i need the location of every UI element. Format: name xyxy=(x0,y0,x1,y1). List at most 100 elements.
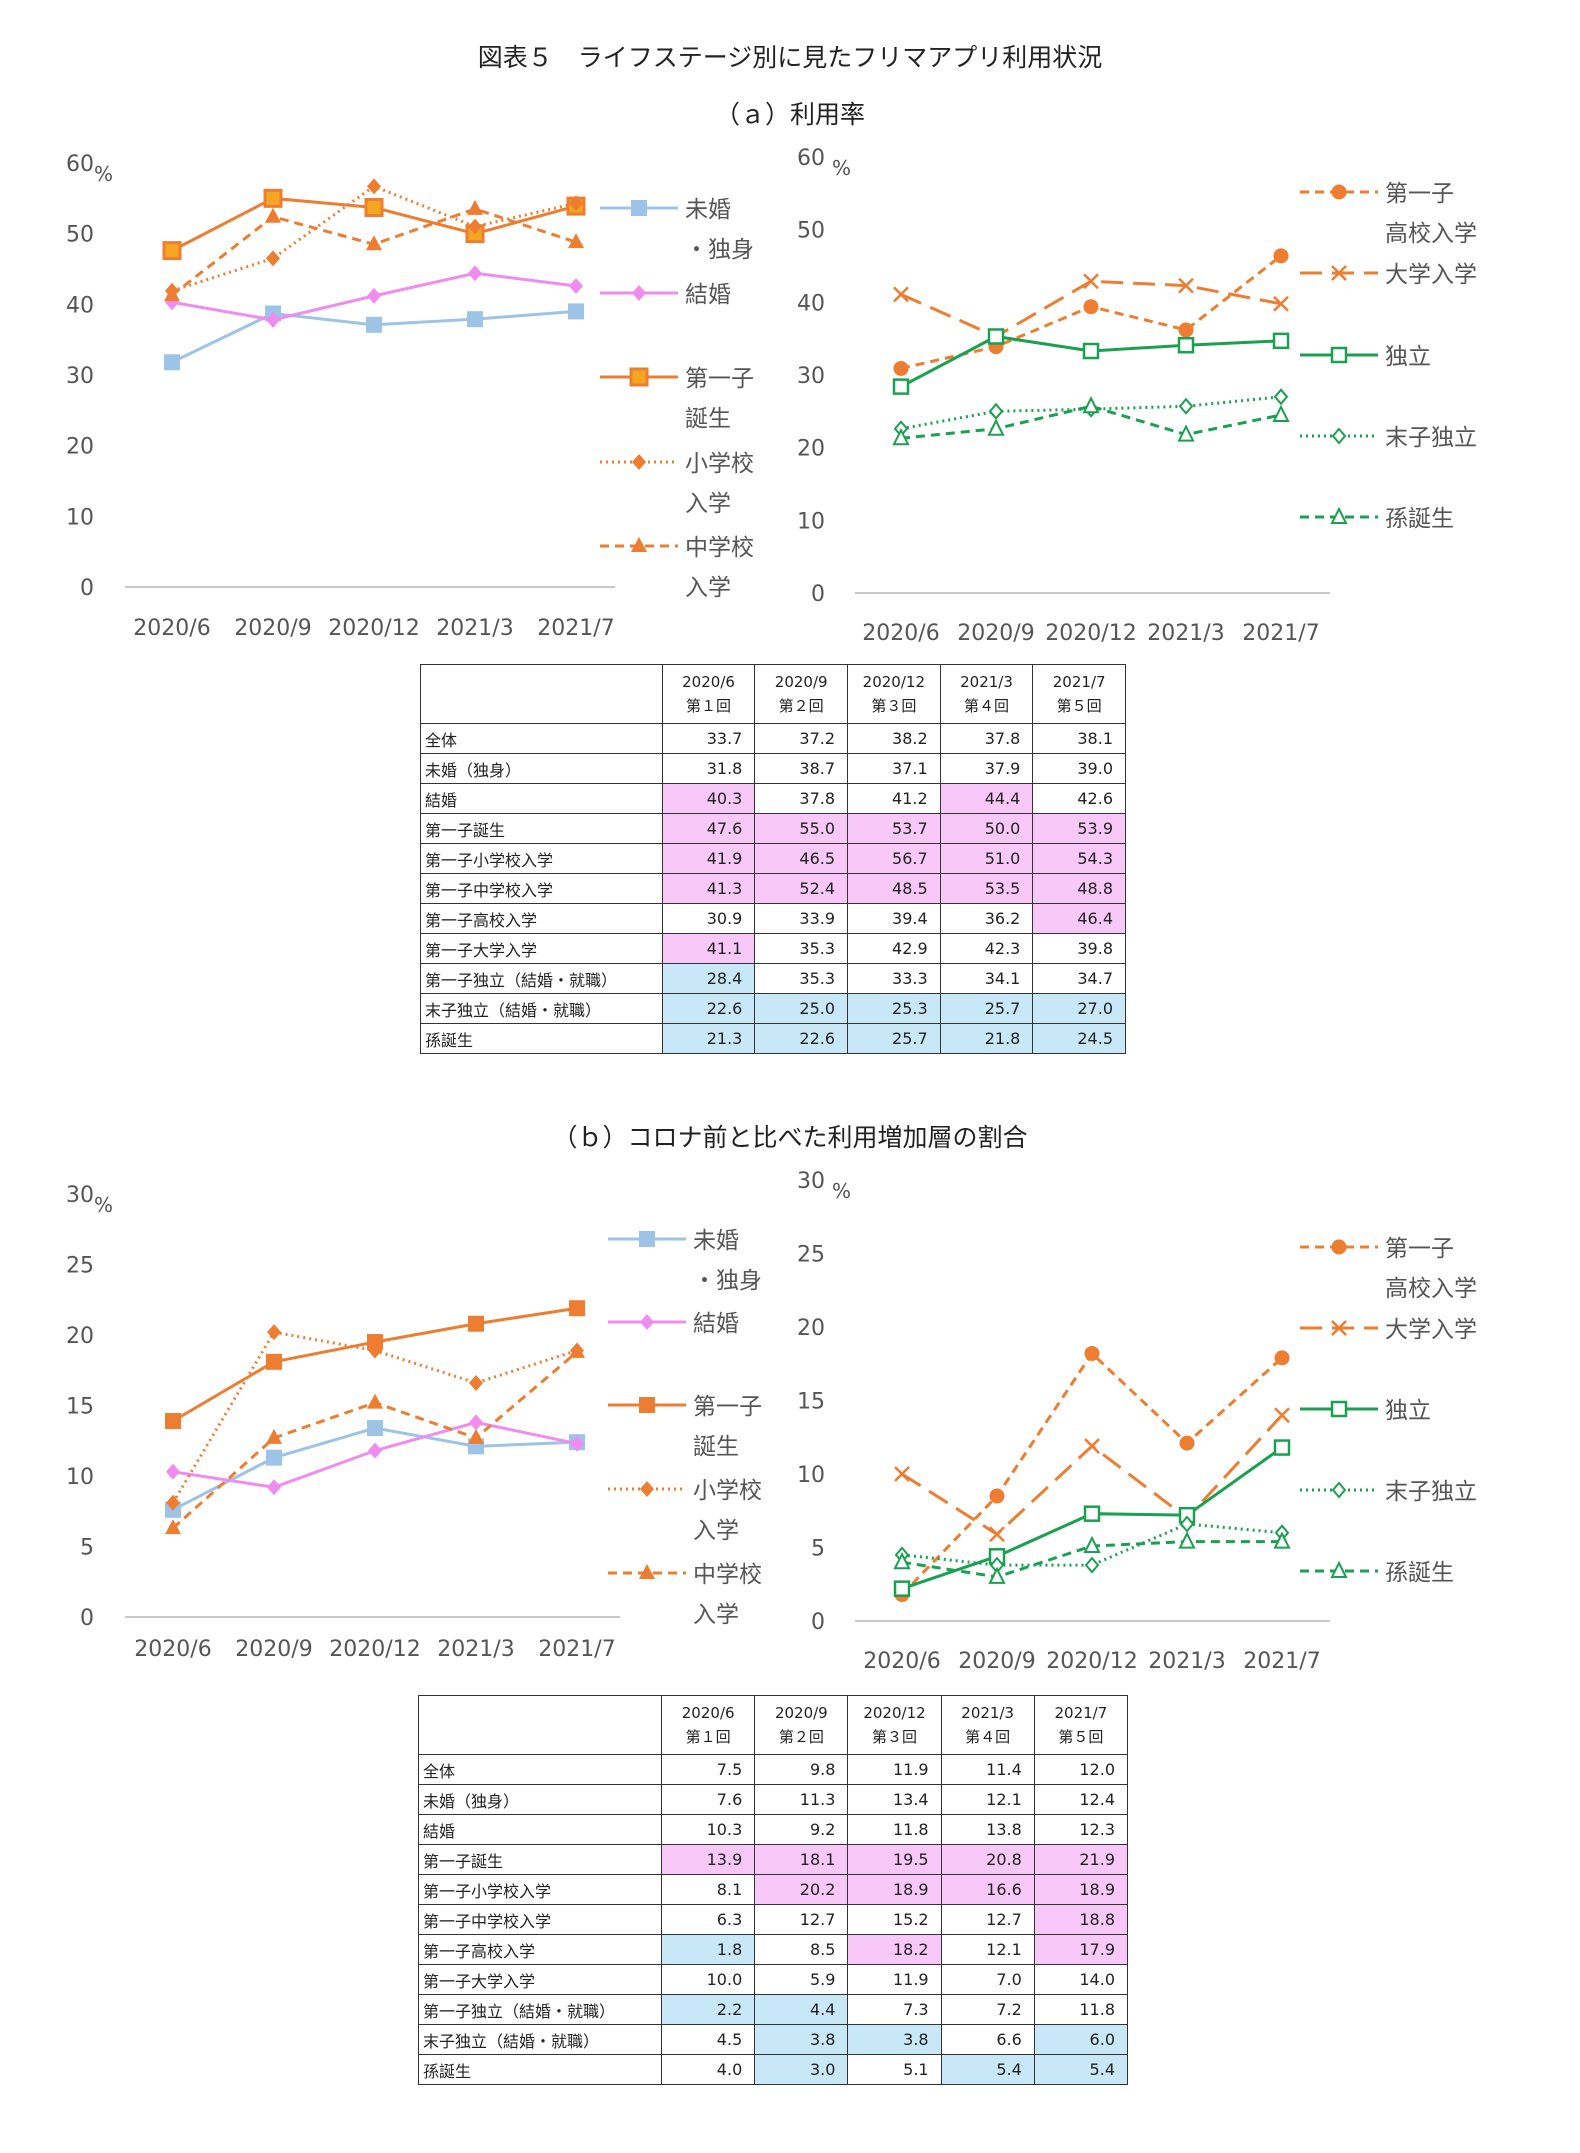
series-line xyxy=(171,207,577,297)
table-header-row: 2020/6 第１回 2020/9 第２回 2020/12 第３回 2021/3 第４回 202… xyxy=(420,664,1126,724)
table-cell: 8.1 xyxy=(661,1874,756,1905)
table-row: 第一子中学校入学 6.3 12.7 15.2 12.7 18.8 xyxy=(417,1904,1129,1935)
legend-label: 誕生 xyxy=(693,1434,739,1460)
table-cell: 16.6 xyxy=(940,1874,1035,1905)
row-label: 未婚（独身） xyxy=(420,753,663,784)
table-cell: 4.5 xyxy=(661,2024,756,2055)
table-row: 第一子高校入学 1.8 8.5 18.2 12.1 17.9 xyxy=(417,1934,1129,1965)
table-cell: 52.4 xyxy=(754,873,849,904)
table-cell: 35.3 xyxy=(754,933,849,964)
legend-label: 高校入学 xyxy=(1385,221,1477,247)
legend-label: 中学校 xyxy=(685,535,754,561)
table-row: 全体 7.5 9.8 11.9 11.4 12.0 xyxy=(417,1754,1129,1785)
table-cell: 42.6 xyxy=(1032,783,1126,814)
y-tick-label: 0 xyxy=(80,1606,94,1631)
table-cell: 10.3 xyxy=(661,1814,756,1845)
y-tick-label: 50 xyxy=(797,219,825,244)
legend-item: 小学校入学 xyxy=(600,451,754,517)
data-point xyxy=(263,188,283,208)
legend-item: 中学校入学 xyxy=(600,535,754,601)
legend-label: 末子独立 xyxy=(1385,1479,1477,1505)
table-column-header: 2020/9 第２回 xyxy=(754,664,849,724)
table-cell: 11.8 xyxy=(847,1814,942,1845)
table-cell: 4.4 xyxy=(754,1994,849,2025)
x-tick-label: 2020/6 xyxy=(862,621,939,646)
data-point xyxy=(988,1566,1006,1584)
series-1 xyxy=(894,1407,1290,1543)
column-period: 2020/12 xyxy=(862,673,925,691)
table-cell: 53.9 xyxy=(1032,813,1126,844)
table-cell: 53.5 xyxy=(939,873,1034,904)
y-tick-label: 25 xyxy=(797,1243,825,1268)
legend-item: 中学校入学 xyxy=(608,1562,762,1628)
table-cell: 56.7 xyxy=(847,843,941,874)
row-label: 孫誕生 xyxy=(420,1023,663,1054)
table-cell: 5.9 xyxy=(754,1964,849,1995)
table-cell: 18.9 xyxy=(847,1874,942,1905)
table-cell: 41.1 xyxy=(661,933,756,964)
data-point xyxy=(266,1428,282,1444)
data-point xyxy=(1179,1435,1195,1451)
legend-label: 孫誕生 xyxy=(1385,1560,1454,1586)
data-point xyxy=(892,427,910,446)
y-tick-label: 20 xyxy=(66,435,94,460)
series-4 xyxy=(893,1531,1291,1584)
y-tick-label: 40 xyxy=(797,291,825,316)
table-cell: 25.3 xyxy=(847,993,941,1024)
column-period: 2020/9 xyxy=(774,673,828,691)
row-label: 第一子独立（結婚・就職） xyxy=(417,1994,663,2025)
table-cell: 46.4 xyxy=(1032,903,1126,934)
y-tick-label: 30 xyxy=(66,1183,94,1208)
legend-label: 末子独立 xyxy=(1385,425,1477,451)
table-cell: 2.2 xyxy=(661,1994,756,2025)
y-unit-label: % xyxy=(832,1179,851,1203)
data-point xyxy=(267,1324,281,1341)
table-cell: 4.0 xyxy=(661,2054,756,2085)
x-tick-label: 2020/12 xyxy=(1045,621,1136,646)
legend-marker xyxy=(639,1564,655,1579)
table-row: 末子独立（結婚・就職） 22.6 25.0 25.3 25.7 27.0 xyxy=(420,993,1126,1024)
series-1 xyxy=(166,1414,584,1496)
legend-label: 孫誕生 xyxy=(1385,506,1454,532)
data-point xyxy=(1083,273,1099,290)
legend-label: 入学 xyxy=(693,1518,739,1544)
data-point xyxy=(266,311,280,328)
legend-item: 独立 xyxy=(1300,344,1431,370)
table-cell: 14.0 xyxy=(1033,1964,1129,1995)
table-column-header: 2020/12 第３回 xyxy=(847,1695,942,1755)
table-row: 第一子大学入学 10.0 5.9 11.9 7.0 14.0 xyxy=(417,1964,1129,1995)
data-point xyxy=(1178,277,1194,294)
table-cell: 12.7 xyxy=(754,1904,849,1935)
data-point xyxy=(265,207,281,223)
x-tick-label: 2020/12 xyxy=(1046,1649,1137,1674)
y-tick-label: 5 xyxy=(80,1536,94,1561)
data-point xyxy=(367,1393,383,1409)
data-point xyxy=(1083,299,1099,315)
table-column-header: 2020/6 第１回 xyxy=(661,1695,756,1755)
y-tick-label: 30 xyxy=(66,364,94,389)
row-label: 第一子中学校入学 xyxy=(417,1904,663,1935)
table-cell: 5.1 xyxy=(847,2054,942,2085)
data-point xyxy=(469,1414,483,1431)
legend-label: 第一子 xyxy=(685,366,754,392)
legend-label: 入学 xyxy=(685,491,731,517)
data-point xyxy=(1178,1531,1196,1549)
row-label: 第一子誕生 xyxy=(417,1844,663,1875)
legend-marker xyxy=(639,1231,655,1247)
table-cell: 12.1 xyxy=(940,1934,1035,1965)
column-period: 2021/7 xyxy=(1054,1704,1108,1722)
table-header-row: 2020/6 第１回 2020/9 第２回 2020/12 第３回 2021/3 第４回 202… xyxy=(417,1695,1129,1755)
series-line xyxy=(172,1426,578,1512)
series-4 xyxy=(164,199,584,302)
table-row: 未婚（独身） 31.8 38.7 37.1 37.9 39.0 xyxy=(420,753,1126,784)
table-cell: 34.1 xyxy=(939,963,1034,994)
table-column-header: 2021/3 第４回 xyxy=(939,664,1034,724)
x-tick-label: 2020/6 xyxy=(133,616,210,641)
data-point xyxy=(1272,332,1290,350)
y-tick-label: 20 xyxy=(66,1324,94,1349)
series-line xyxy=(901,1522,1283,1567)
legend-marker xyxy=(639,1397,655,1413)
x-tick-label: 2021/7 xyxy=(1242,621,1319,646)
x-tick-label: 2021/7 xyxy=(1243,1649,1320,1674)
row-label: 第一子小学校入学 xyxy=(420,843,663,874)
